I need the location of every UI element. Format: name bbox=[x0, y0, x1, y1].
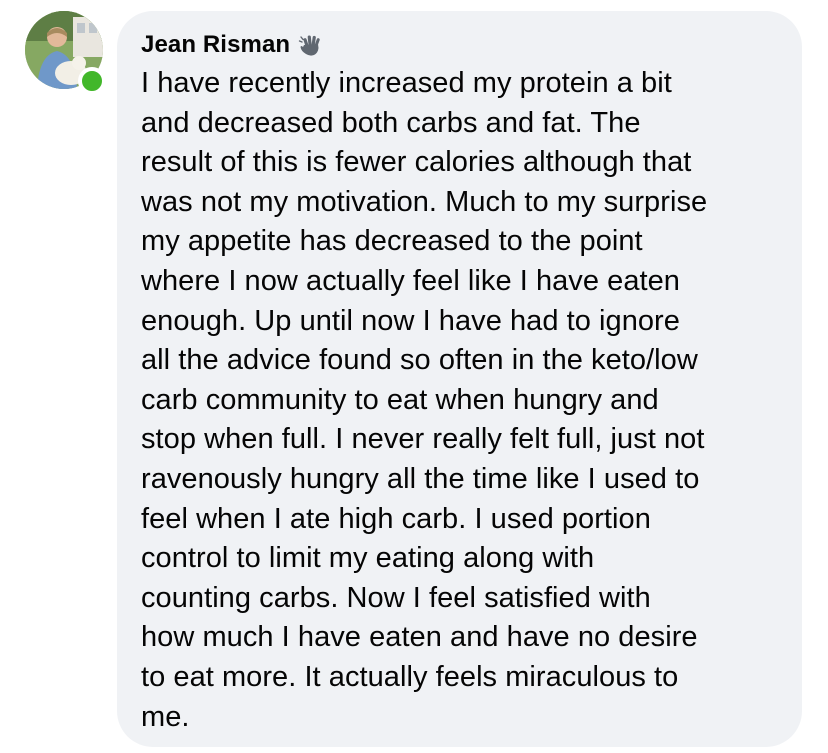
author-row: Jean Risman bbox=[141, 29, 780, 61]
comment-text: I have recently increased my protein a b… bbox=[141, 67, 708, 733]
waving-hand-icon bbox=[298, 32, 324, 58]
online-status-dot bbox=[78, 67, 106, 95]
author-name[interactable]: Jean Risman bbox=[141, 31, 291, 58]
comment-bubble: Jean Risman I have recen bbox=[117, 11, 802, 747]
